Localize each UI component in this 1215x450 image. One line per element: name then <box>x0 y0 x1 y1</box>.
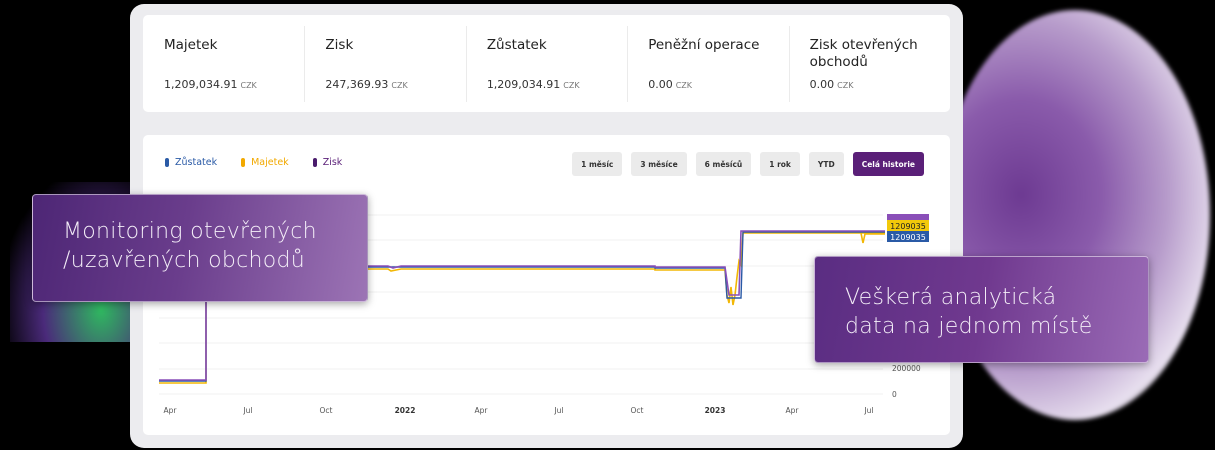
stat-value: 0.00 CZK <box>810 78 854 91</box>
svg-text:Apr: Apr <box>164 406 178 415</box>
legend-item-zustatek[interactable]: Zůstatek <box>165 157 217 168</box>
stat-value: 247,369.93 CZK <box>325 78 407 91</box>
callout-line: Veškerá analytická <box>845 285 1057 310</box>
legend-item-majetek[interactable]: Majetek <box>241 157 289 168</box>
stat-penezni-operace: Peněžní operace 0.00 CZK <box>627 15 788 112</box>
legend-swatch-icon <box>312 158 317 167</box>
svg-text:Oct: Oct <box>320 406 333 415</box>
callout-line: Monitoring otevřených <box>63 219 317 244</box>
stat-value: 1,209,034.91 CZK <box>164 78 257 91</box>
range-ytd-button[interactable]: YTD <box>808 152 844 176</box>
stat-unit: CZK <box>391 81 408 90</box>
legend-swatch-icon <box>165 158 169 167</box>
svg-text:1209035: 1209035 <box>890 233 926 242</box>
svg-text:Apr: Apr <box>475 406 489 415</box>
stat-majetek: Majetek 1,209,034.91 CZK <box>143 15 304 112</box>
stat-amount: 247,369.93 <box>325 78 389 91</box>
stat-amount: 0.00 <box>648 78 673 91</box>
stat-value: 1,209,034.91 CZK <box>487 78 580 91</box>
stat-amount: 1,209,034.91 <box>164 78 238 91</box>
legend-swatch-icon <box>241 158 246 167</box>
legend-item-zisk[interactable]: Zisk <box>312 157 343 168</box>
y-tick-label: 0 <box>892 390 897 399</box>
stat-zisk: Zisk 247,369.93 CZK <box>304 15 465 112</box>
stat-unit: CZK <box>675 81 693 90</box>
stat-title: Zisk <box>325 37 354 53</box>
series-majetek <box>159 232 885 384</box>
chart-legend: Zůstatek Majetek Zisk <box>165 157 342 168</box>
stat-amount: 1,209,034.91 <box>486 78 561 91</box>
feature-callout-monitoring: Monitoring otevřených /uzavřených obchod… <box>32 194 368 302</box>
feature-callout-analytics: Veškerá analytická data na jednom místě <box>814 256 1149 363</box>
stats-card: Majetek 1,209,034.91 CZK Zisk 247,369.93 C… <box>143 15 950 112</box>
legend-label: Majetek <box>251 157 289 168</box>
range-6-mesicu-button[interactable]: 6 měsíců <box>695 152 752 176</box>
stat-title: Majetek <box>164 37 218 53</box>
range-1-mesic-button[interactable]: 1 měsíc <box>572 152 623 176</box>
y-tick-label: 200000 <box>892 364 921 373</box>
callout-line: /uzavřených obchodů <box>63 248 306 273</box>
range-3-mesice-button[interactable]: 3 měsíce <box>631 152 687 176</box>
callout-line: data na jednom místě <box>845 314 1093 339</box>
svg-text:1209035: 1209035 <box>890 222 926 231</box>
svg-text:Jul: Jul <box>553 406 563 415</box>
stat-zisk-otevrenych: Zisk otevřených obchodů 0.00 CZK <box>788 15 950 112</box>
range-selector: 1 měsíc 3 měsíce 6 měsíců 1 rok YTD Celá… <box>572 152 924 176</box>
last-value-labels: 1209035 1209035 <box>887 214 929 242</box>
stat-title: Zůstatek <box>486 37 547 53</box>
line-chart[interactable]: 1209035 1209035 200000 0 Apr Jul Oct 202… <box>143 135 950 435</box>
stat-title: Peněžní operace <box>648 37 760 53</box>
svg-text:Oct: Oct <box>631 406 644 415</box>
stat-zustatek: Zůstatek 1,209,034.91 CZK <box>465 15 627 112</box>
stat-unit: CZK <box>240 81 257 90</box>
svg-text:Apr: Apr <box>786 406 800 415</box>
range-1-rok-button[interactable]: 1 rok <box>760 152 800 176</box>
stat-title: Zisk otevřených obchodů <box>809 37 918 70</box>
stat-unit: CZK <box>837 81 854 90</box>
svg-text:2022: 2022 <box>395 406 416 415</box>
x-axis: Apr Jul Oct 2022 Apr Jul Oct 2023 Apr Ju… <box>164 406 874 415</box>
legend-label: Zisk <box>322 157 343 168</box>
stat-amount: 0.00 <box>809 78 835 91</box>
svg-text:Jul: Jul <box>242 406 252 415</box>
range-cela-historie-button[interactable]: Celá historie <box>852 152 924 176</box>
stat-unit: CZK <box>563 81 580 90</box>
svg-text:Jul: Jul <box>863 406 873 415</box>
svg-text:2023: 2023 <box>705 406 726 415</box>
legend-label: Zůstatek <box>175 157 218 168</box>
stat-value: 0.00 CZK <box>648 78 692 91</box>
